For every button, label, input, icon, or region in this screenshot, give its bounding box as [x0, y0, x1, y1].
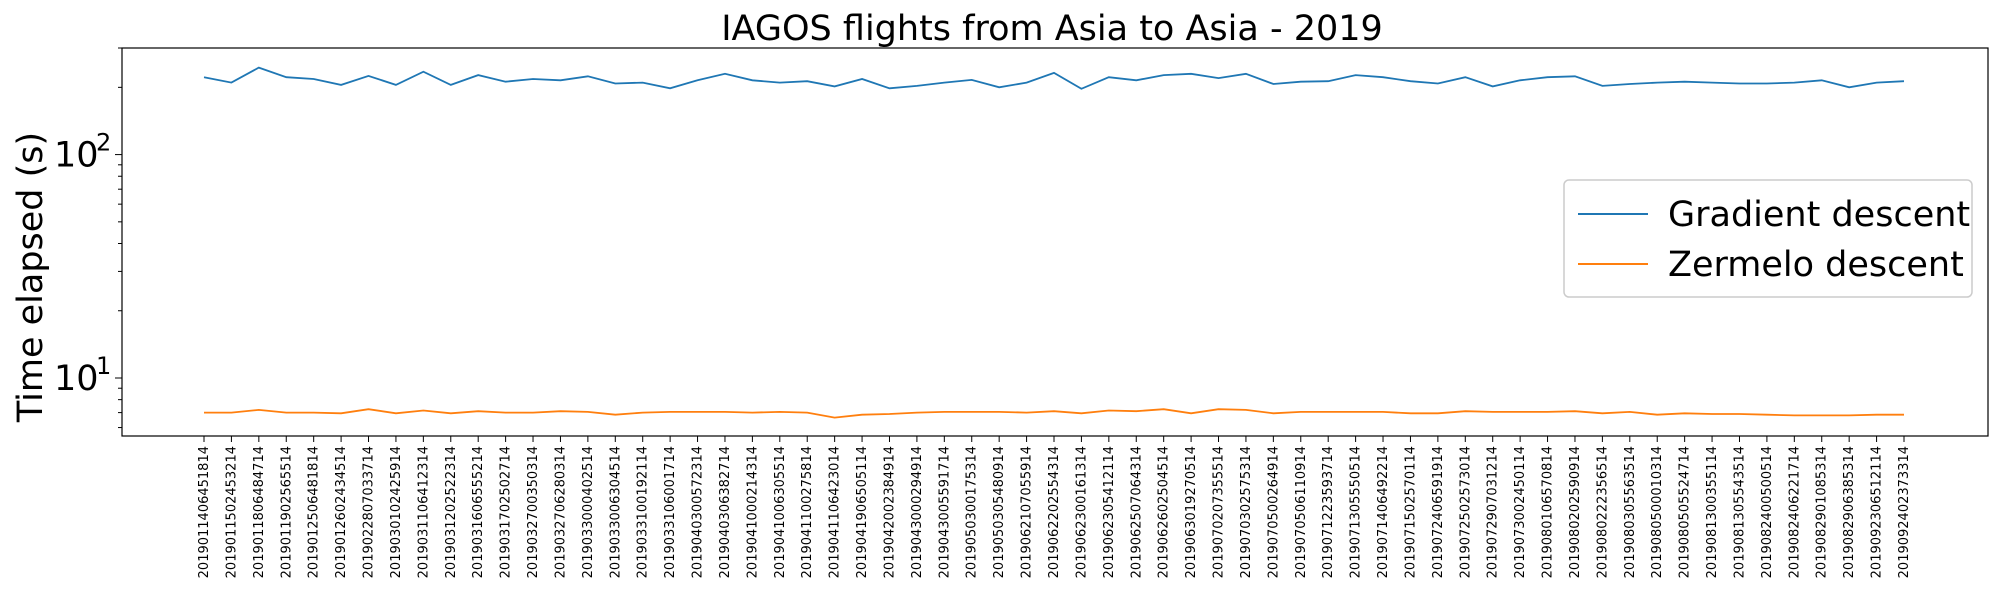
x-tick-label: 2019022807033714	[362, 446, 377, 578]
y-tick-exponent: 2	[96, 129, 111, 157]
x-tick-label: 2019062107055914	[1020, 446, 1035, 578]
y-tick-label: 10	[54, 359, 99, 399]
x-tick-label: 2019072502573014	[1458, 446, 1473, 578]
x-tick-label: 2019080305563514	[1623, 446, 1638, 578]
series-line-1	[204, 408, 1904, 419]
y-axis-label: Time elapsed (s)	[11, 132, 51, 423]
x-tick-label: 2019030102425914	[389, 446, 404, 578]
x-tick-label: 2019012602434514	[334, 446, 349, 578]
x-tick-label: 2019080202590914	[1568, 446, 1583, 578]
x-tick-label: 2019070207355514	[1212, 446, 1227, 578]
x-tick-label: 2019070506110914	[1294, 446, 1309, 578]
x-tick-label: 2019071223593714	[1321, 446, 1336, 578]
x-tick-label: 2019011902565514	[279, 446, 294, 578]
plot-area	[121, 47, 1989, 437]
y-tick-label: 10	[54, 136, 99, 176]
x-tick-label: 2019040306382714	[718, 446, 733, 578]
x-tick-label: 2019011806484714	[252, 446, 267, 578]
x-tick-label: 2019043005591714	[937, 446, 952, 578]
x-tick-label: 2019031606555214	[471, 446, 486, 578]
x-axis: 2019011406451814 2019011502453214 20190118…	[197, 436, 1912, 578]
y-tick-exponent: 1	[96, 352, 111, 380]
x-tick-label: 2019073002450114	[1513, 446, 1528, 578]
x-tick-label: 2019080222356514	[1595, 446, 1610, 578]
x-tick-label: 2019071502570114	[1403, 446, 1418, 578]
x-tick-label: 2019012506481814	[307, 446, 322, 578]
x-tick-label: 2019042002384914	[882, 446, 897, 578]
x-tick-label: 2019063019270514	[1184, 446, 1199, 578]
x-tick-label: 2019041906505114	[855, 446, 870, 578]
x-tick-label: 2019062300161314	[1074, 446, 1089, 578]
x-tick-label: 2019062305412114	[1102, 446, 1117, 578]
x-tick-label: 2019092402373314	[1897, 446, 1912, 578]
series-line-0	[203, 66, 1905, 90]
x-tick-label: 2019082901085314	[1815, 446, 1830, 578]
legend: Gradient descent Zermelo descent	[1563, 179, 1973, 298]
x-tick-label: 2019092306512114	[1870, 446, 1885, 578]
x-tick-label: 2019041006305514	[773, 446, 788, 578]
x-tick-label: 2019041100275814	[800, 446, 815, 578]
x-tick-label: 2019062202554314	[1047, 446, 1062, 578]
x-tick-label: 2019081300355114	[1705, 446, 1720, 578]
x-tick-label: 2019032706280314	[553, 446, 568, 578]
x-tick-label: 2019040300572314	[691, 446, 706, 578]
x-tick-label: 2019082400500514	[1760, 446, 1775, 578]
x-tick-label: 2019032700350314	[526, 446, 541, 578]
x-tick-label: 2019070500264914	[1266, 446, 1281, 578]
x-tick-label: 2019082406221714	[1787, 446, 1802, 578]
x-tick-label: 2019082906385314	[1842, 446, 1857, 578]
x-tick-label: 2019033106001714	[663, 446, 678, 578]
x-tick-label: 2019031702502714	[499, 446, 514, 578]
plot-lines	[203, 66, 1905, 419]
legend-label-zermelo: Zermelo descent	[1668, 245, 1964, 285]
x-tick-label: 2019062507064314	[1129, 446, 1144, 578]
legend-label-gradient: Gradient descent	[1668, 195, 1970, 235]
x-tick-label: 2019033100192114	[636, 446, 651, 578]
x-tick-label: 2019080106570814	[1541, 446, 1556, 578]
x-tick-label: 2019043000294914	[910, 446, 925, 578]
x-tick-label: 2019033000402514	[581, 446, 596, 578]
x-tick-label: 2019080500010314	[1650, 446, 1665, 578]
x-tick-label: 2019011502453214	[224, 446, 239, 578]
x-tick-label: 2019072406591914	[1431, 446, 1446, 578]
legend-box	[1563, 179, 1973, 298]
x-tick-label: 2019031202522314	[444, 446, 459, 578]
x-tick-label: 2019080505524714	[1678, 446, 1693, 578]
x-tick-label: 2019081305543514	[1732, 446, 1747, 578]
x-tick-label: 2019011406451814	[197, 446, 212, 578]
x-tick-label: 2019070302575314	[1239, 446, 1254, 578]
x-tick-label: 2019050300175314	[965, 446, 980, 578]
chart-title: IAGOS flights from Asia to Asia - 2019	[721, 9, 1383, 49]
x-tick-label: 2019071406492214	[1376, 446, 1391, 578]
x-tick-label: 2019071305550514	[1349, 446, 1364, 578]
x-tick-label: 2019050305480914	[992, 446, 1007, 578]
x-tick-label: 2019041106423014	[828, 446, 843, 578]
x-tick-label: 2019031106412314	[416, 446, 431, 578]
x-tick-label: 2019033006304514	[608, 446, 623, 578]
x-tick-label: 2019072907031214	[1486, 446, 1501, 578]
x-tick-label: 2019041000214314	[745, 446, 760, 578]
x-tick-label: 2019062602504514	[1157, 446, 1172, 578]
